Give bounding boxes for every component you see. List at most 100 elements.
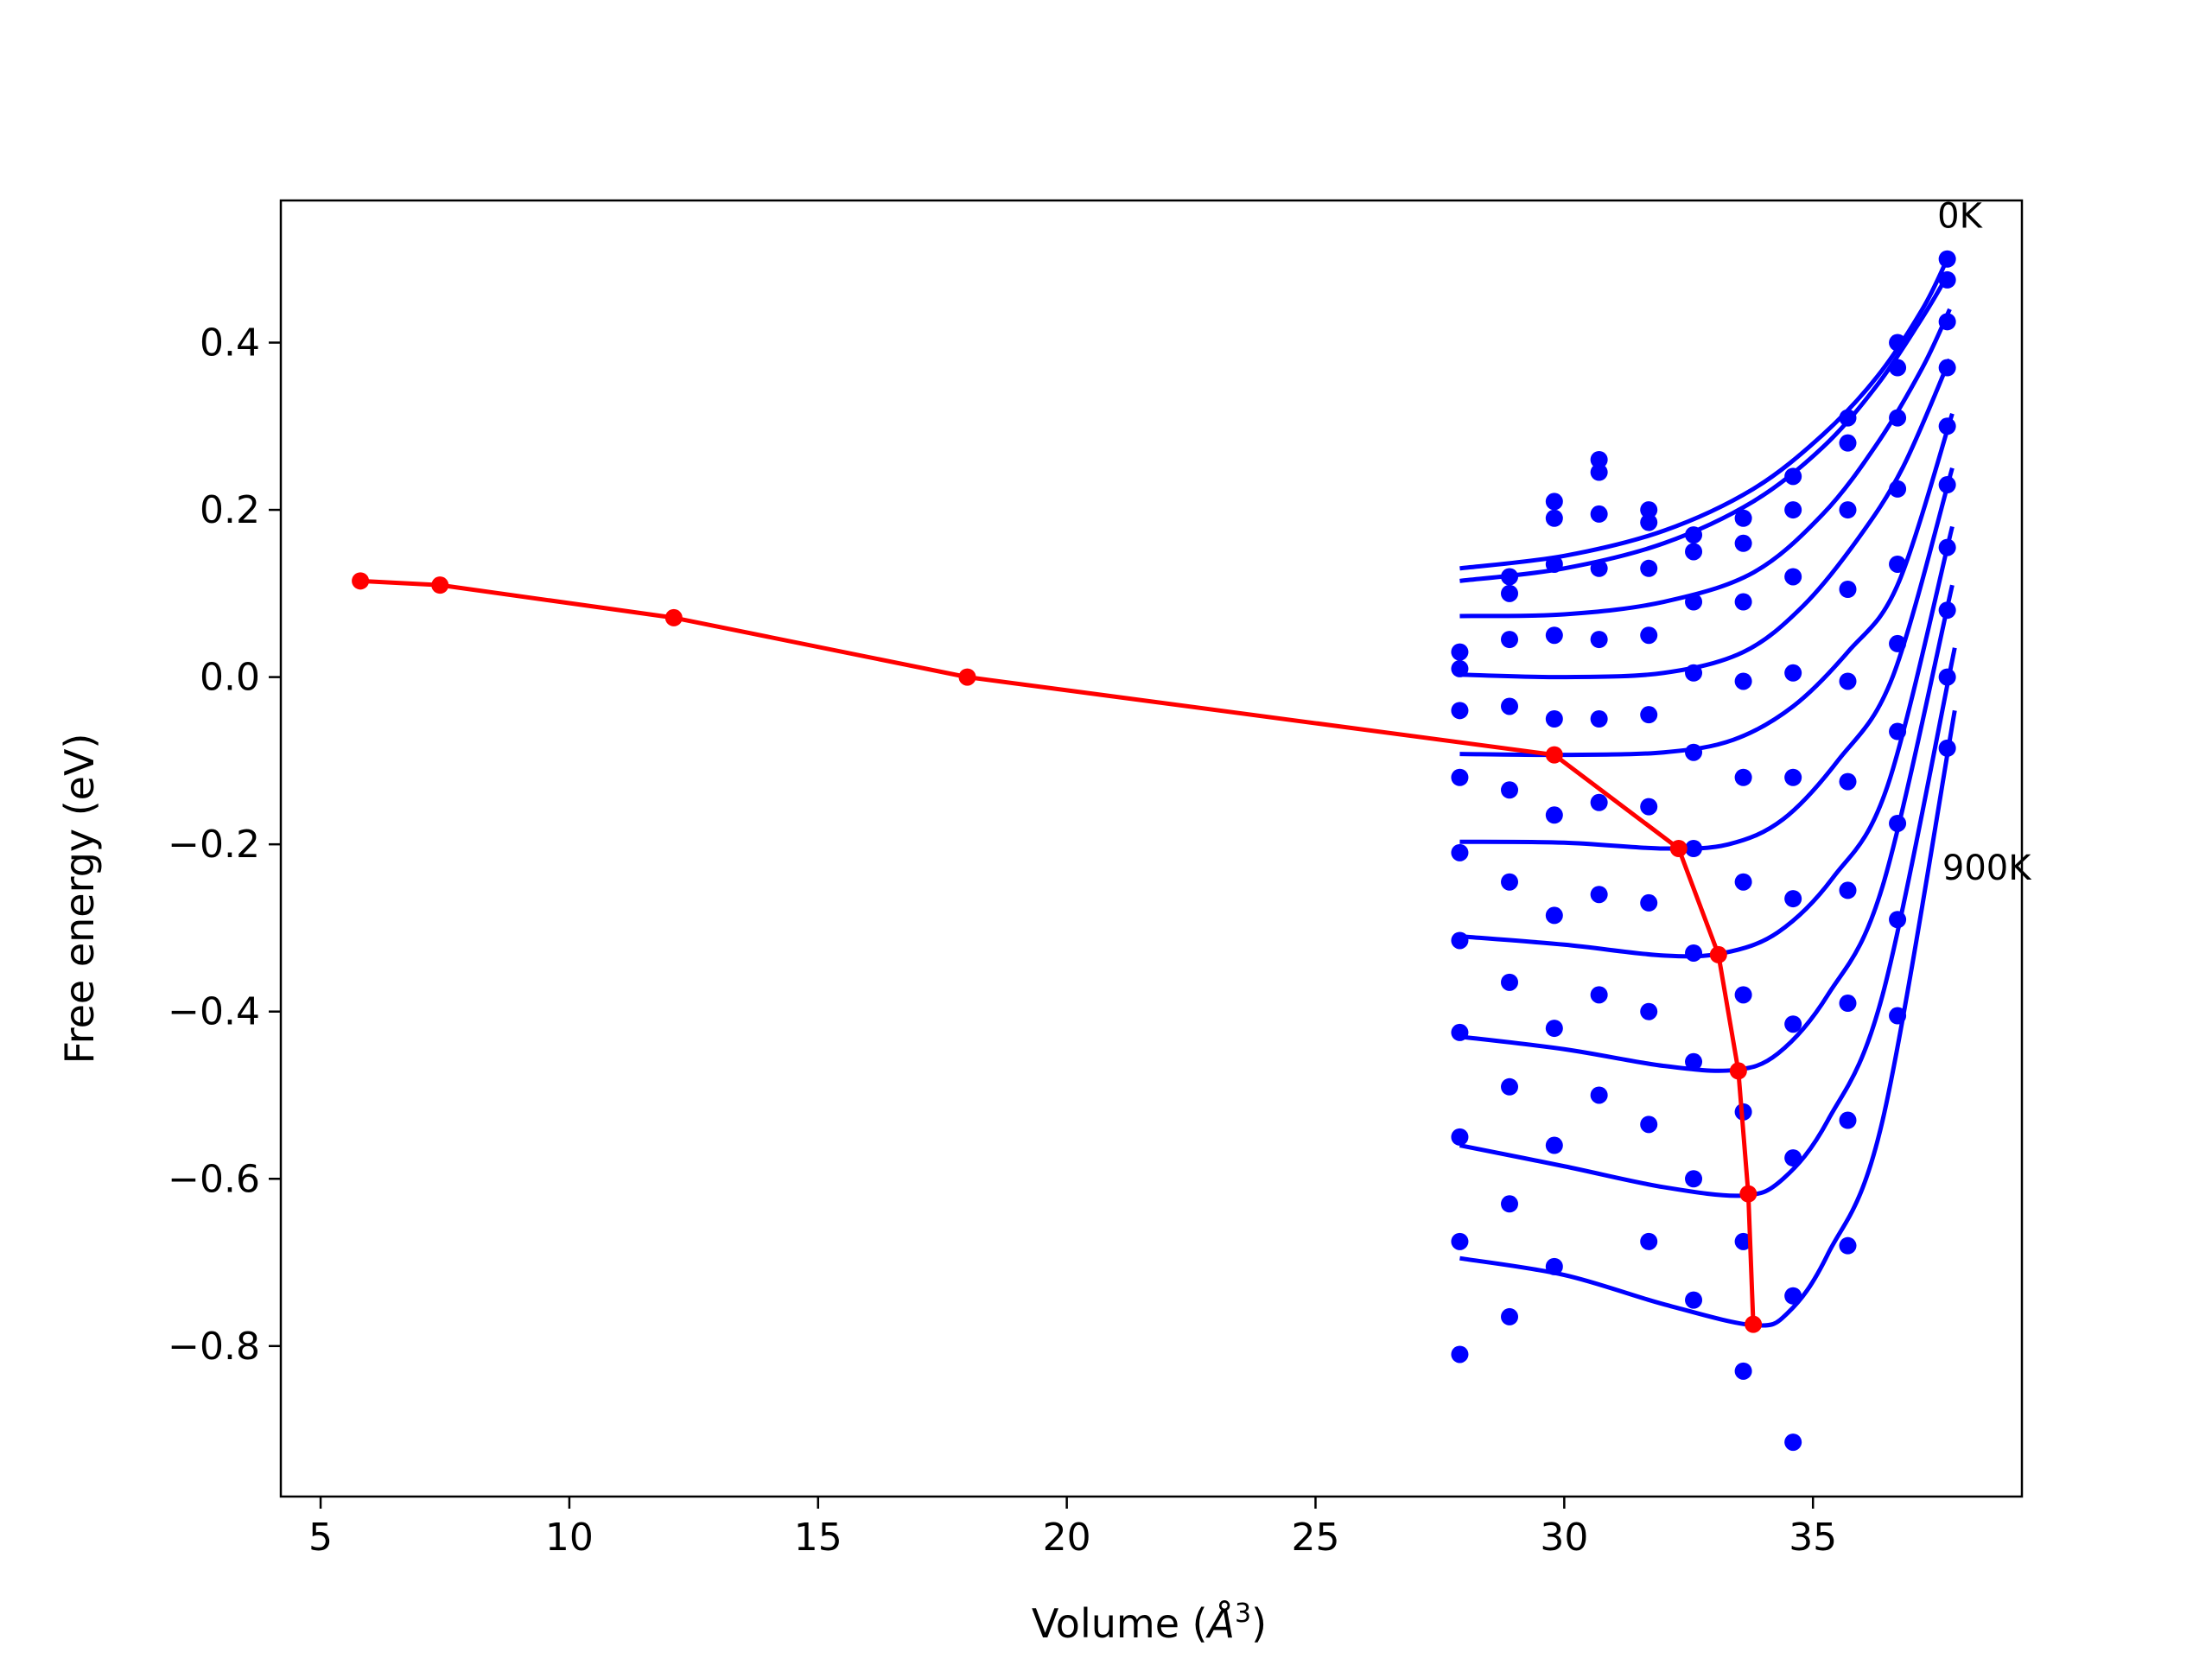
data-point [1545, 555, 1563, 573]
data-point [1839, 672, 1857, 690]
data-point [1734, 593, 1752, 611]
data-point [1784, 890, 1802, 908]
y-axis-label: Free energy (eV) [56, 734, 103, 1065]
data-point [1889, 911, 1907, 929]
data-point [1501, 631, 1519, 649]
data-point [1545, 626, 1563, 645]
data-point [1938, 538, 1956, 556]
x-tick-label: 25 [1291, 1516, 1339, 1560]
data-point [1640, 1232, 1658, 1250]
fit-curves [1459, 257, 1957, 1328]
data-point [1545, 710, 1563, 728]
fit-curve [1459, 274, 1949, 583]
data-point [1938, 417, 1956, 435]
data-point [1938, 359, 1956, 377]
data-point [1451, 643, 1469, 661]
x-axis-label-sup: 3 [1235, 1599, 1251, 1629]
data-point [1938, 739, 1956, 757]
minimum-point [352, 572, 370, 590]
y-tick-label: −0.2 [168, 823, 260, 867]
data-point [1685, 1291, 1703, 1309]
fit-curve [1459, 525, 1955, 959]
data-point [1545, 1020, 1563, 1038]
data-point [1784, 768, 1802, 786]
data-point [1889, 814, 1907, 832]
data-point [1501, 1307, 1519, 1325]
data-point [1640, 626, 1658, 645]
data-point [1590, 1086, 1608, 1104]
data-point [1640, 893, 1658, 912]
data-point [1590, 559, 1608, 577]
data-point [1685, 1170, 1703, 1188]
data-point [1590, 451, 1608, 468]
data-point [1590, 710, 1608, 728]
data-point [1640, 513, 1658, 531]
temperature-annotation: 0K [1937, 196, 1983, 236]
x-tick-label: 10 [545, 1516, 594, 1560]
data-point [1839, 1236, 1857, 1255]
data-point [1590, 886, 1608, 904]
data-point [1685, 1052, 1703, 1071]
minimum-point [1739, 1185, 1758, 1203]
fit-curve [1459, 584, 1955, 1073]
y-tick-label: 0.2 [200, 488, 260, 532]
minimum-point [1745, 1315, 1763, 1333]
data-point [1839, 881, 1857, 899]
minima-line [359, 578, 1756, 1325]
fit-curve [1459, 257, 1949, 571]
data-point [1451, 1232, 1469, 1250]
minimum-point [1545, 746, 1563, 764]
x-axis-label-text: Volume ( [1032, 1600, 1208, 1647]
data-point [1938, 270, 1956, 289]
y-axis-ticks: 0.4 0.2 0.0 −0.2 −0.4 −0.6 −0.8 [168, 321, 281, 1369]
data-point [1685, 593, 1703, 611]
data-point [1938, 476, 1956, 494]
x-tick-label: 5 [308, 1516, 333, 1560]
data-point [1784, 1287, 1802, 1305]
data-point [1784, 1149, 1802, 1167]
x-tick-label: 15 [794, 1516, 842, 1560]
minimum-point [1669, 840, 1688, 857]
data-point [1640, 1116, 1658, 1134]
data-point [1839, 434, 1857, 452]
data-point [1938, 601, 1956, 620]
data-point [1545, 1257, 1563, 1275]
data-point [1839, 581, 1857, 598]
data-point [1889, 409, 1907, 427]
data-point [1451, 768, 1469, 786]
data-point [1451, 702, 1469, 720]
data-point [1734, 768, 1752, 786]
temperature-annotation: 900K [1942, 849, 2032, 888]
data-point [1784, 501, 1802, 519]
data-point [1501, 873, 1519, 891]
data-point [1545, 906, 1563, 925]
minimum-point [958, 668, 976, 686]
data-point [1889, 359, 1907, 377]
data-point [1501, 568, 1519, 586]
data-point [1839, 995, 1857, 1013]
data-point [1590, 505, 1608, 523]
data-point [1784, 467, 1802, 486]
data-point [1784, 664, 1802, 682]
data-point [1889, 555, 1907, 573]
data-point [1938, 250, 1956, 268]
data-point [1685, 526, 1703, 544]
data-point [1734, 1362, 1752, 1380]
data-point [1784, 1433, 1802, 1452]
data-point [1501, 781, 1519, 799]
data-point [1784, 568, 1802, 586]
data-point [1640, 706, 1658, 724]
data-point [1501, 584, 1519, 602]
y-tick-label: −0.4 [168, 990, 260, 1034]
data-point [1734, 986, 1752, 1004]
data-point [1590, 793, 1608, 811]
data-point [1501, 1077, 1519, 1096]
data-point [1839, 409, 1857, 427]
data-point [1451, 1345, 1469, 1363]
data-points [1451, 250, 1956, 1452]
data-point [1889, 480, 1907, 498]
data-point [1839, 1111, 1857, 1129]
data-point [1685, 944, 1703, 962]
annotations: 0K 900K [1937, 196, 2032, 888]
data-point [1889, 1007, 1907, 1025]
